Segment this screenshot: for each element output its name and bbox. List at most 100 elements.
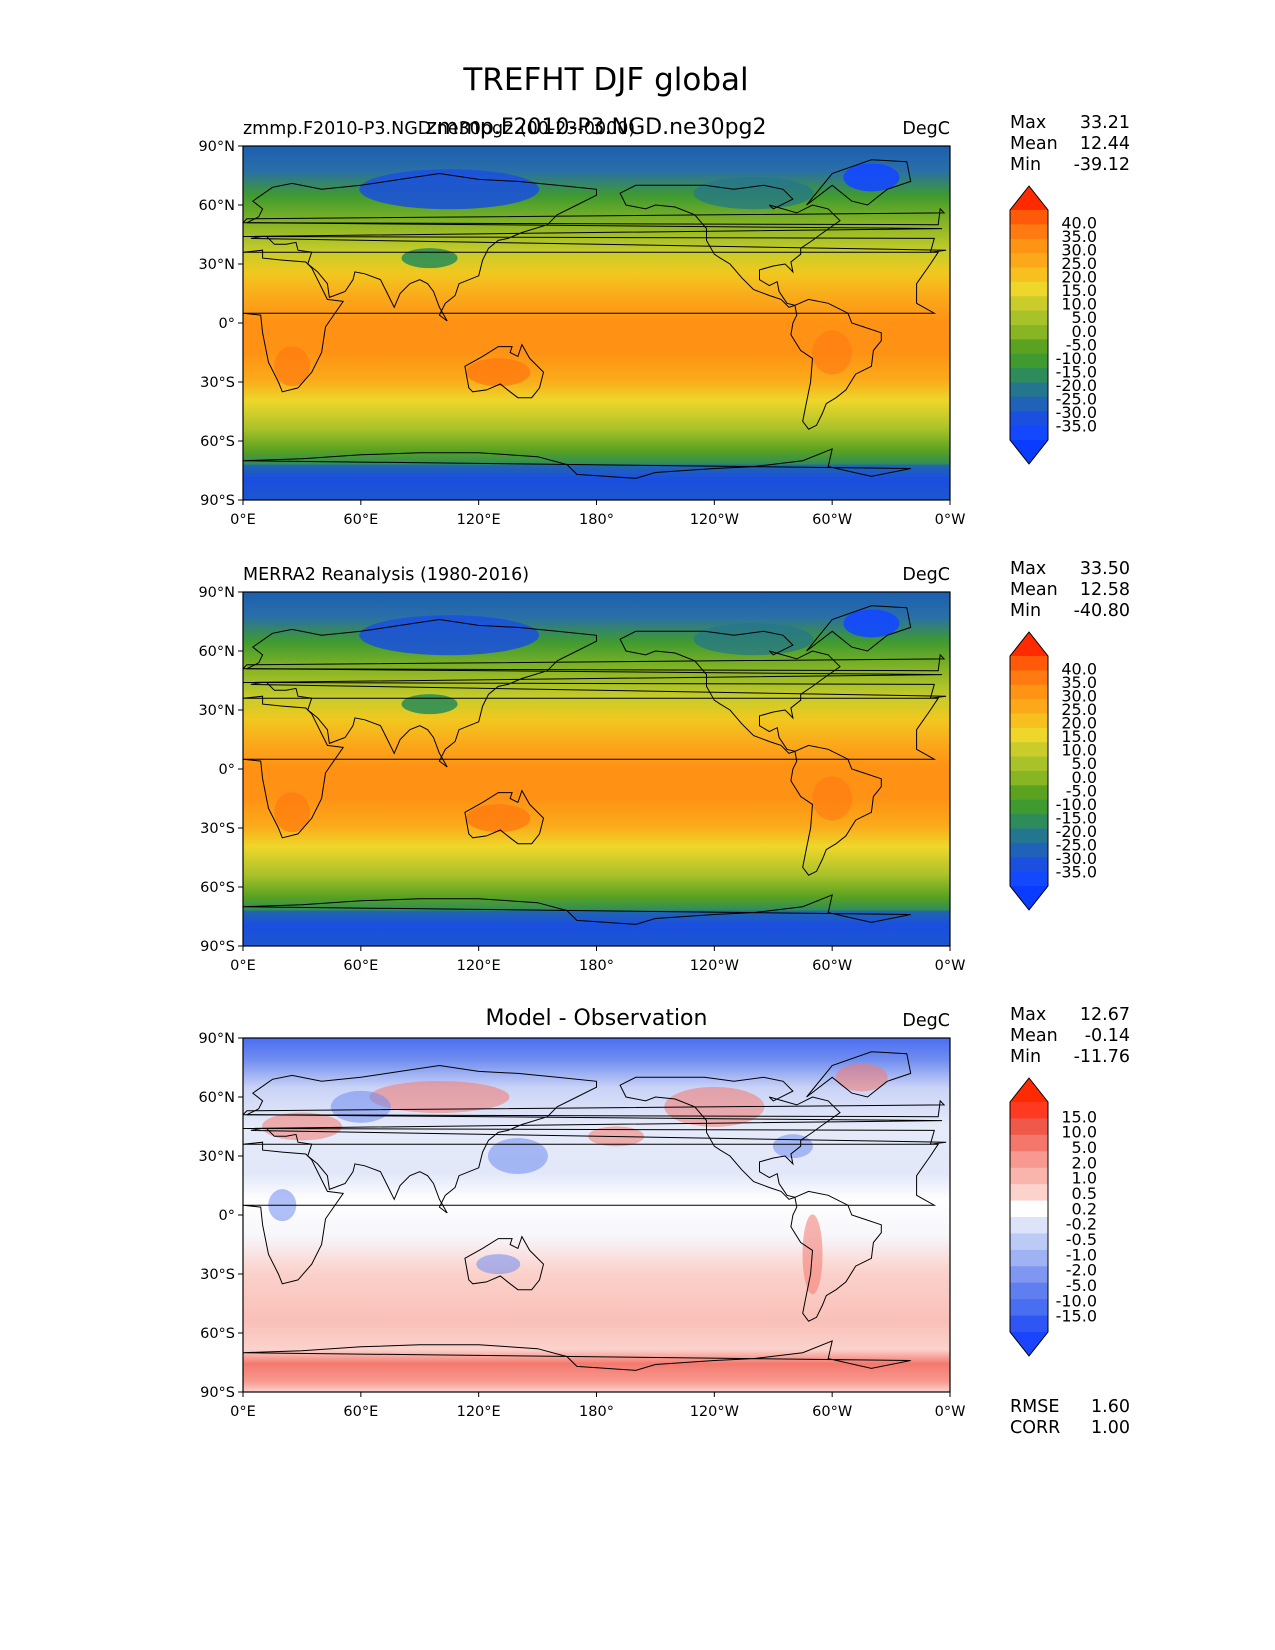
colorbar-segment	[1010, 1282, 1048, 1300]
panel-overlay-title: zmmp.F2010-P3.NGD.ne30pg2	[425, 115, 766, 140]
lon-tick-label: 0°E	[230, 1404, 256, 1420]
coastline	[243, 618, 947, 768]
lon-tick-label: 0°W	[935, 1404, 966, 1420]
colorbar-tick-label: 15.0	[1061, 1107, 1097, 1126]
colorbar-tick-label: 10.0	[1061, 295, 1097, 314]
colorbar-top-extension	[1010, 186, 1048, 210]
colorbar-segment	[1010, 670, 1048, 686]
south-america-warm-region	[812, 330, 853, 375]
colorbar-tick-label: 0.2	[1072, 1199, 1097, 1218]
colorbar-tick-label: -0.5	[1066, 1230, 1097, 1249]
colorbar-segment	[1010, 1184, 1048, 1201]
panel-units: DegC	[902, 119, 950, 139]
colorbar-segment	[1010, 368, 1048, 383]
stat-label: Max	[1010, 113, 1046, 133]
lon-tick-label: 60°E	[343, 1404, 378, 1420]
map-background	[243, 1038, 950, 1392]
colorbar-tick-label: 20.0	[1061, 714, 1097, 733]
canada-cold-region	[693, 623, 814, 656]
map-field	[243, 1038, 950, 1392]
colorbar-segment	[1010, 1315, 1048, 1333]
lat-tick-label: 90°S	[200, 493, 235, 509]
lat-tick-label: 60°S	[200, 880, 235, 896]
colorbar-segment	[1010, 396, 1048, 412]
coastline	[806, 159, 912, 206]
coastline	[619, 1076, 841, 1200]
lat-tick-label: 0°	[219, 762, 235, 778]
colorbar-tick-label: 35.0	[1061, 673, 1097, 692]
greenland-cold-region	[843, 163, 900, 192]
coastline	[243, 1340, 911, 1371]
canada-cold-region	[693, 177, 814, 210]
colorbar-top-extension	[1010, 632, 1048, 656]
stat-value: 12.67	[1080, 1005, 1130, 1025]
colorbar-tick-label: 1.0	[1072, 1169, 1097, 1188]
lon-tick-label: 120°E	[457, 958, 501, 974]
panel-reference: MERRA2 Reanalysis (1980-2016) DegC 90°N 60°…	[198, 559, 1130, 974]
warm-bias-region	[369, 1081, 510, 1113]
colorbar-segment	[1010, 1167, 1048, 1185]
colorbar-segment	[1010, 1299, 1048, 1316]
lon-tick-label: 60°E	[343, 958, 378, 974]
colorbar-tick-label: 5.0	[1072, 308, 1097, 327]
coastline	[790, 298, 882, 430]
colorbar-tick-label: -20.0	[1056, 376, 1097, 395]
colorbar-tick-label: 20.0	[1061, 268, 1097, 287]
stat-value: 33.50	[1080, 559, 1130, 579]
colorbar-segment	[1010, 267, 1048, 283]
lat-tick-label: 90°S	[200, 939, 235, 955]
colorbar-tick-label: 15.0	[1061, 281, 1097, 300]
colorbar-tick-label: 30.0	[1061, 687, 1097, 706]
lon-tick-label: 0°E	[230, 958, 256, 974]
colorbar-segment	[1010, 713, 1048, 729]
colorbar-segment	[1010, 871, 1048, 887]
colorbar-tick-label: -20.0	[1056, 822, 1097, 841]
lon-tick-label: 60°W	[812, 1404, 852, 1420]
colorbar-tick-label: 0.0	[1072, 322, 1097, 341]
lat-tick-label: 30°S	[200, 1267, 235, 1283]
coastline	[806, 605, 912, 652]
africa-warm-region	[274, 346, 311, 387]
colorbar-tick-label: -30.0	[1056, 849, 1097, 868]
colorbar-tick-label: -10.0	[1056, 795, 1097, 814]
stat-label: Min	[1010, 155, 1041, 175]
footer-stat-label: CORR	[1010, 1418, 1060, 1438]
colorbar-segment	[1010, 1102, 1048, 1119]
stat-value: -11.76	[1074, 1047, 1130, 1067]
coastline	[243, 653, 946, 672]
colorbar-segment	[1010, 742, 1048, 758]
lat-tick-label: 90°N	[198, 585, 235, 601]
colorbar-tick-label: 25.0	[1061, 700, 1097, 719]
lon-tick-label: 60°W	[812, 512, 852, 528]
cold-bias-region	[487, 1138, 548, 1174]
lon-tick-label: 180°	[579, 958, 614, 974]
colorbar-tick-label: -5.0	[1066, 1276, 1097, 1295]
map-field	[243, 592, 950, 946]
stat-label: Mean	[1010, 580, 1058, 600]
colorbar-segment	[1010, 296, 1048, 312]
colorbar-segment	[1010, 224, 1048, 240]
warm-bias-region	[261, 1112, 342, 1141]
colorbar-segment	[1010, 842, 1048, 858]
coastline	[790, 744, 882, 876]
colorbar-tick-label: -5.0	[1066, 335, 1097, 354]
lon-tick-label: 0°W	[935, 958, 966, 974]
colorbar-segment	[1010, 1151, 1048, 1169]
coastline	[243, 1099, 946, 1118]
colorbar-top-extension	[1010, 1078, 1048, 1102]
lat-tick-label: 30°N	[198, 703, 235, 719]
colorbar-bottom-extension	[1010, 1332, 1048, 1356]
colorbar-segment	[1010, 1118, 1048, 1136]
colorbar-segment	[1010, 756, 1048, 772]
lat-tick-label: 90°S	[200, 1385, 235, 1401]
colorbar-tick-label: -25.0	[1056, 389, 1097, 408]
colorbar-tick-label: 0.5	[1072, 1184, 1097, 1203]
colorbar-bottom-extension	[1010, 886, 1048, 910]
colorbar-tick-label: 10.0	[1061, 741, 1097, 760]
colorbar-tick-label: -10.0	[1056, 349, 1097, 368]
greenland-cold-region	[843, 609, 900, 638]
colorbar-segment	[1010, 1266, 1048, 1284]
stat-label: Min	[1010, 601, 1041, 621]
colorbar-segment	[1010, 814, 1048, 829]
south-america-warm-region	[812, 776, 853, 821]
